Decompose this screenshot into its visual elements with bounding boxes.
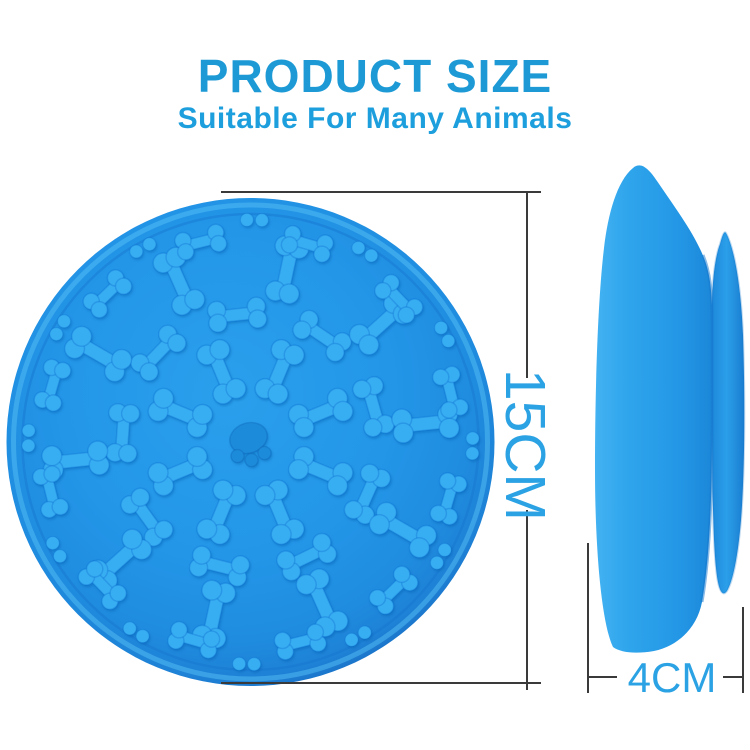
bone-shape [292,309,353,363]
lick-mat-side-view [595,165,746,653]
bone-shape [77,560,128,611]
bone-shape [196,479,247,546]
bone-shape [287,387,354,439]
bone-shape [276,532,338,582]
bone-shape [147,445,214,497]
bone-shape [196,338,247,405]
bone-shape [368,565,419,615]
bone-shape [280,224,334,264]
bone-shape [431,365,469,419]
side-view-body [595,165,712,653]
rim-nub-pair [49,314,72,342]
rim-nub-pair [351,240,379,263]
bone-shape [87,528,153,592]
side-view-suction-flange [711,231,746,595]
bone-shape [130,324,187,382]
paw-print-button [229,421,272,468]
rim-nub-pair [232,656,262,672]
bone-shape [206,296,268,333]
rim-nub-pair [239,212,269,228]
dimension-annotations [221,191,744,693]
bone-shape [120,487,174,547]
bone-shape [373,273,424,324]
page-title: PRODUCT SIZE [197,50,553,102]
bone-shape [63,325,133,383]
bone-shape [167,620,221,660]
rim-nub-pair [45,535,68,564]
bone-shape [33,358,72,412]
bone-shape [429,472,468,526]
height-dimension-label: 15CM [493,369,557,521]
bone-shape [41,440,110,481]
rim-nub-pair [465,431,480,461]
bone-shape [254,479,305,546]
rim-nub-pair [429,542,452,570]
bone-shape [352,375,395,438]
bone-shape [32,465,70,519]
bone-shape [174,223,228,261]
bone-shape [295,568,349,638]
mat-rim-highlight [11,202,490,682]
bone-shape [147,387,214,439]
rim-nub-pair [21,423,36,453]
rim-nub-pair [129,237,157,259]
mat-bone-pattern [21,212,480,672]
side-view-right-edge-shade [700,254,714,603]
rim-nub-pair [344,625,372,647]
bone-shape [287,445,354,497]
bone-shape [273,623,327,661]
bone-shape [82,269,133,319]
width-dimension-label: 4CM [628,654,717,701]
rim-nub-pair [433,320,456,349]
bone-shape [368,501,438,559]
bone-shape [188,545,251,587]
lick-mat-front-view [6,198,495,686]
bone-shape [343,463,392,525]
bone-shape [105,402,141,464]
rim-nub-pair [122,621,150,644]
page-subtitle: Suitable For Many Animals [177,102,573,135]
bone-shape [254,338,305,405]
